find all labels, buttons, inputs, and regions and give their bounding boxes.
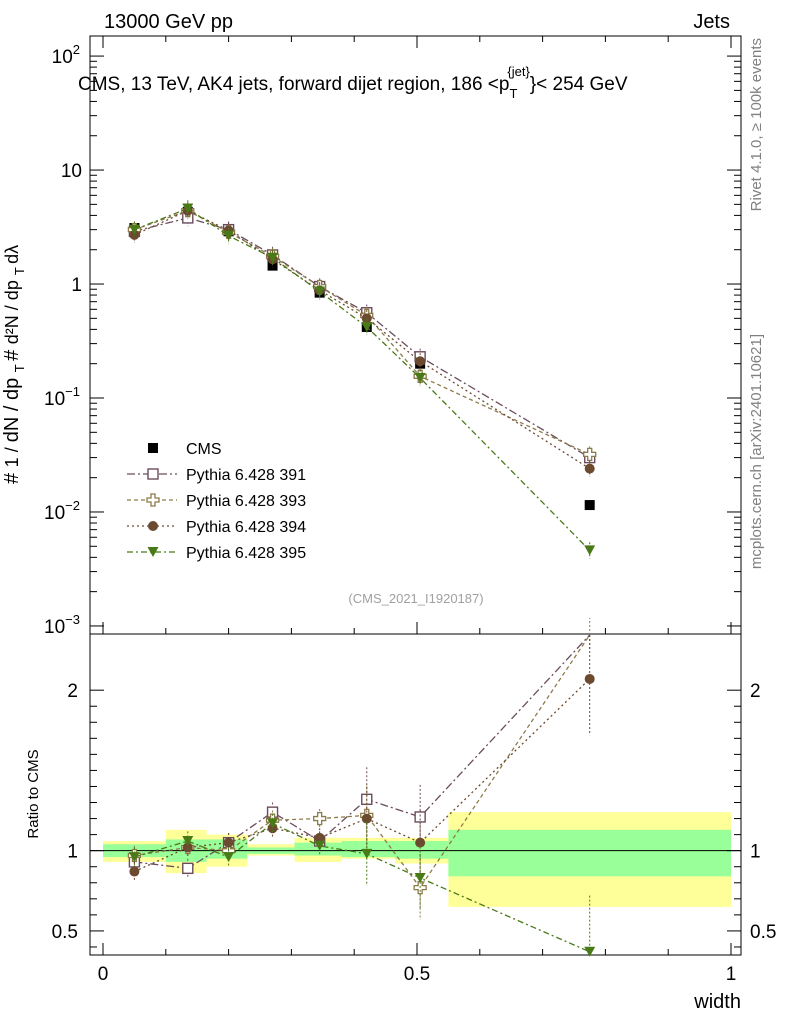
header-right: Jets (693, 11, 730, 33)
y-axis-label-main-text: # 1 / dN / dp T # d²N / dp T dλ (1, 245, 27, 484)
legend-label: Pythia 6.428 394 (186, 519, 306, 536)
ratio-point (313, 811, 327, 826)
y-tick-label: 10−3 (44, 612, 80, 638)
plot-title-sub: T (509, 86, 517, 101)
mcplots-label: mcplots.cern.ch [arXiv:2401.10621] (748, 334, 765, 569)
ratio-point (267, 818, 279, 829)
legend: CMS Pythia 6.428 391 Pythia 6.428 393 Pythi… (127, 441, 306, 562)
x-axis-label: width (693, 991, 741, 1013)
legend-marker (146, 493, 160, 507)
band-inner-4 (294, 842, 342, 856)
y-tick-label: 10 (61, 161, 82, 182)
y-tick-label: 10−1 (44, 384, 80, 410)
ratio-point (314, 840, 326, 851)
header-left: 13000 GeV pp (104, 11, 233, 33)
ratio-y-tick-label: 2 (67, 681, 78, 702)
main-point (128, 224, 140, 235)
main-point (361, 321, 373, 332)
ratio-series-3 (128, 813, 596, 957)
main-series-line-3 (134, 209, 591, 470)
ratio-series-line-3 (134, 822, 590, 953)
main-point (584, 500, 595, 511)
ratio-y-tick-label: 0.5 (52, 922, 78, 943)
main-point (414, 372, 426, 383)
legend-label: Pythia 6.428 391 (186, 467, 306, 484)
legend-label: Pythia 6.428 393 (186, 493, 306, 510)
main-point (361, 313, 372, 324)
main-point (584, 545, 596, 556)
ratio-point (223, 837, 234, 848)
axis-ticks: 0 0.5 1 10−3 10−2 10−1 1 10 102 0.5 0.5 1 1 2 2 (44, 36, 776, 985)
ratio-point (182, 862, 194, 875)
ratio-series-line-0 (134, 634, 591, 870)
y-axis-label-main: # 1 / dN / dp T # d²N / dp T dλ (1, 245, 27, 484)
legend-marker (148, 443, 158, 453)
x-tick-label: 0 (98, 964, 109, 985)
ratio-series-group (127, 617, 596, 957)
main-series-3 (129, 202, 595, 477)
rivet-version-label: Rivet 4.1.0, ≥ 100k events (748, 38, 765, 211)
main-series-line-2 (134, 209, 590, 455)
x-tick-label: 0.5 (404, 964, 430, 985)
legend-marker (147, 547, 159, 557)
ratio-point (584, 673, 595, 684)
legend-label: CMS (186, 441, 222, 458)
analysis-watermark: (CMS_2021_I1920187) (348, 591, 483, 606)
ratio-series-line-1 (134, 634, 591, 889)
ratio-point (584, 946, 596, 957)
ratio-y-tick-label-right: 0.5 (750, 922, 776, 943)
ratio-point (182, 836, 194, 847)
plot-title-main: CMS, 13 TeV, AK4 jets, forward dijet reg… (78, 74, 509, 95)
main-series-0 (129, 206, 595, 511)
main-series-group (127, 200, 597, 559)
ratio-point (361, 813, 372, 824)
y-tick-label: 1 (71, 275, 82, 296)
ratio-uncertainty-bands (103, 812, 731, 907)
ratio-point (361, 848, 373, 859)
plot-title: CMS, 13 TeV, AK4 jets, forward dijet reg… (78, 64, 628, 101)
main-point (583, 447, 597, 462)
ratio-y-tick-label-right: 2 (750, 681, 761, 702)
y-axis-label-ratio: Ratio to CMS (25, 749, 42, 838)
legend-marker (148, 521, 158, 531)
main-point (415, 356, 426, 367)
main-series-4 (128, 200, 596, 559)
ratio-point (414, 872, 426, 883)
ratio-point (223, 852, 235, 863)
y-tick-label: 102 (52, 42, 80, 68)
ratio-point (129, 866, 140, 877)
ratio-y-tick-label: 1 (67, 842, 78, 863)
main-series-line-1 (134, 217, 591, 459)
ratio-series-line-2 (134, 678, 591, 873)
main-point (223, 230, 235, 241)
band-inner-6 (395, 841, 449, 859)
ratio-point (415, 837, 426, 848)
plot-title-tail: }< 254 GeV (530, 74, 628, 95)
main-point (182, 203, 194, 214)
x-tick-label: 1 (726, 964, 737, 985)
main-series-2 (127, 202, 597, 463)
main-point (584, 463, 595, 474)
main-series-line-4 (134, 207, 591, 551)
ratio-y-tick-label-right: 1 (750, 842, 761, 863)
band-inner-7 (448, 829, 731, 877)
ratio-plot-frame (89, 633, 742, 956)
legend-label: Pythia 6.428 395 (186, 545, 306, 562)
main-point (314, 286, 326, 297)
ratio-point (128, 852, 140, 863)
plot-title-sup: {jet} (507, 64, 530, 79)
legend-marker (147, 468, 159, 480)
main-point (267, 252, 279, 263)
y-tick-label: 10−2 (44, 498, 80, 524)
